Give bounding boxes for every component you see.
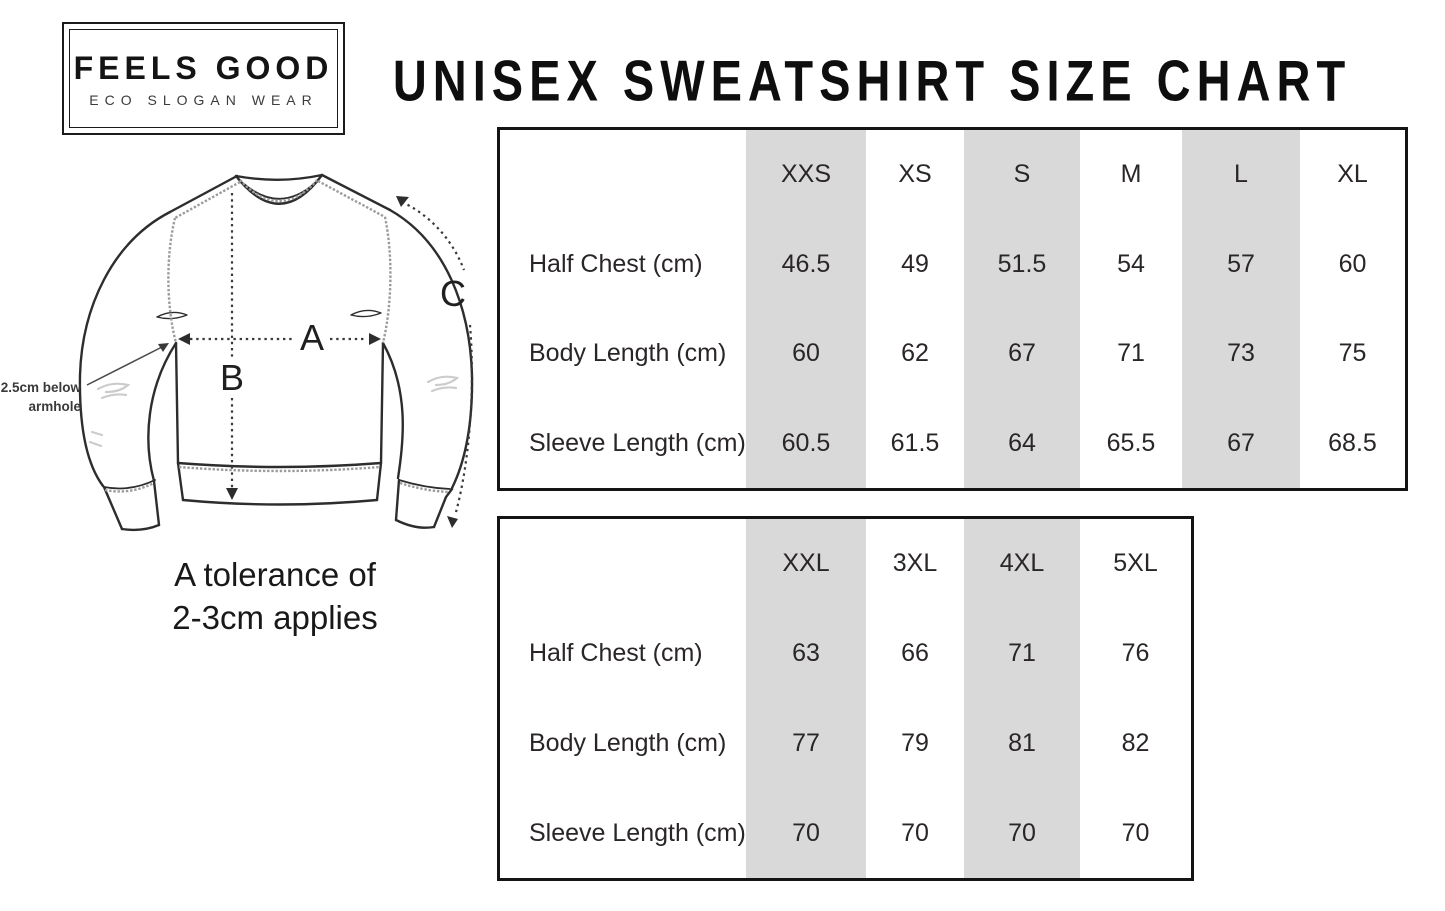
size-value-cell: 76 — [1121, 639, 1150, 668]
size-table-standard: XXS XS S M L XL Half Chest (cm) 46.5 49 51.5 54 57 6… — [497, 127, 1408, 491]
armhole-note-line2: armhole — [28, 399, 81, 414]
size-header-cell: XXL — [746, 519, 866, 609]
size-value-cell: 49 — [901, 249, 929, 278]
size-value-cell: 81 — [964, 698, 1080, 789]
tolerance-note-line2: 2-3cm applies — [172, 599, 378, 636]
corner-cell — [500, 519, 746, 609]
seam-stitching — [104, 178, 450, 494]
measure-a-arrow — [178, 333, 381, 345]
size-value-cell: 63 — [746, 608, 866, 699]
brand-name: FEELS GOOD — [73, 50, 334, 86]
row-label-cell: Body Length (cm) — [529, 339, 727, 368]
row-label-cell: Body Length (cm) — [529, 728, 727, 757]
size-value-cell: 51.5 — [964, 219, 1080, 309]
row-label-cell: Sleeve Length (cm) — [529, 818, 746, 847]
size-value-cell: 60 — [1338, 249, 1367, 278]
measure-c-label: C — [440, 273, 466, 314]
size-value-cell: 67 — [1182, 398, 1300, 488]
size-value-cell: 60 — [746, 309, 866, 399]
size-value-cell: 71 — [964, 608, 1080, 699]
brand-logo-inner-frame: FEELS GOOD ECO SLOGAN WEAR — [69, 29, 338, 128]
size-header-cell: 4XL — [964, 519, 1080, 609]
armhole-note-line1: 2.5cm below — [1, 380, 82, 395]
size-header-cell: L — [1182, 130, 1300, 220]
brand-logo: FEELS GOOD ECO SLOGAN WEAR — [62, 22, 345, 135]
tolerance-note-line1: A tolerance of — [174, 556, 376, 593]
size-value-cell: 70 — [746, 788, 866, 878]
row-label-cell: Half Chest (cm) — [529, 639, 703, 668]
size-value-cell: 61.5 — [890, 428, 940, 457]
size-table-extended: XXL 3XL 4XL 5XL Half Chest (cm) 63 66 71 76 Body … — [497, 516, 1194, 881]
size-value-cell: 57 — [1182, 219, 1300, 309]
measure-c-arrow — [396, 196, 473, 528]
size-value-cell: 82 — [1121, 728, 1150, 757]
brand-tagline: ECO SLOGAN WEAR — [89, 92, 318, 108]
size-value-cell: 60.5 — [746, 398, 866, 488]
size-value-cell: 77 — [746, 698, 866, 789]
size-value-cell: 79 — [901, 728, 929, 757]
size-value-cell: 70 — [1121, 818, 1150, 847]
measure-b-arrow — [226, 193, 238, 500]
size-value-cell: 71 — [1117, 339, 1145, 368]
row-label-cell: Sleeve Length (cm) — [529, 428, 746, 457]
row-label-cell: Half Chest (cm) — [529, 249, 703, 278]
size-header-cell: M — [1120, 160, 1142, 189]
size-value-cell: 65.5 — [1106, 428, 1156, 457]
armhole-pointer — [86, 343, 169, 386]
size-header-cell: S — [964, 130, 1080, 220]
size-value-cell: 62 — [901, 339, 929, 368]
size-value-cell: 64 — [964, 398, 1080, 488]
size-value-cell: 70 — [901, 818, 929, 847]
measure-b-label: B — [220, 357, 244, 398]
size-value-cell: 46.5 — [746, 219, 866, 309]
size-value-cell: 54 — [1117, 249, 1145, 278]
size-header-cell: XL — [1337, 160, 1368, 189]
corner-cell — [500, 130, 746, 220]
size-value-cell: 68.5 — [1328, 428, 1377, 457]
size-value-cell: 75 — [1338, 339, 1367, 368]
size-header-cell: XXS — [746, 130, 866, 220]
size-value-cell: 67 — [964, 309, 1080, 399]
size-header-cell: 3XL — [892, 549, 938, 578]
measure-a-label: A — [300, 317, 324, 358]
size-value-cell: 70 — [964, 788, 1080, 878]
sweatshirt-outline — [78, 173, 474, 532]
size-header-cell: 5XL — [1113, 549, 1158, 578]
size-header-cell: XS — [898, 160, 932, 189]
size-value-cell: 73 — [1182, 309, 1300, 399]
page-title: UNISEX SWEATSHIRT SIZE CHART — [392, 48, 1352, 113]
tolerance-note: A tolerance of 2-3cm applies — [130, 553, 420, 639]
size-value-cell: 66 — [901, 639, 929, 668]
sweatshirt-diagram: A B C 2.5cm below armhole — [1, 173, 474, 532]
fabric-fold-marks — [88, 375, 460, 448]
